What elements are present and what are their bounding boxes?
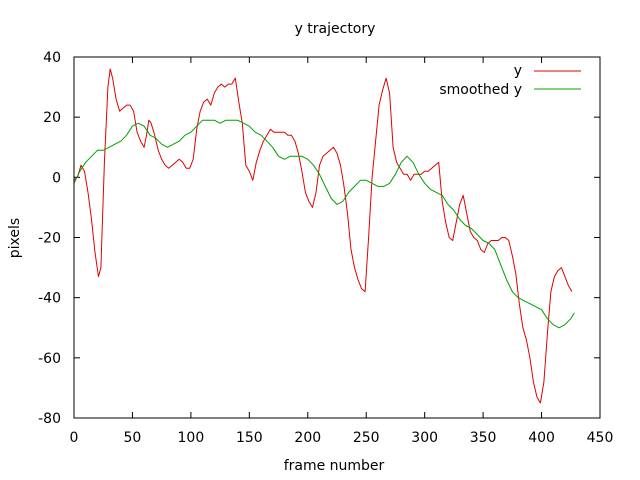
y-tick-label: 0 [52, 170, 61, 186]
x-tick-label: 200 [294, 430, 321, 446]
series-line-y [73, 68, 573, 404]
x-tick-label: 100 [178, 430, 205, 446]
x-tick-label: 150 [236, 430, 263, 446]
legend-label-smoothed-y: smoothed y [439, 82, 522, 98]
plot-frame [73, 56, 601, 419]
x-tick-label: 450 [587, 430, 614, 446]
x-tick-label: 250 [353, 430, 380, 446]
x-axis-label: frame number [284, 458, 385, 474]
legend-label-y: y [514, 63, 522, 79]
y-axis-label: pixels [7, 218, 23, 258]
y-tick-label: 40 [43, 50, 61, 66]
y-tick-label: -40 [38, 291, 61, 307]
y-tick-label: -60 [38, 351, 61, 367]
x-tick-label: 400 [528, 430, 555, 446]
x-tick-label: 0 [70, 430, 79, 446]
x-tick-label: 350 [470, 430, 497, 446]
chart-title: y trajectory [295, 21, 376, 37]
x-tick-label: 50 [124, 430, 142, 446]
y-tick-label: -80 [38, 411, 61, 427]
legend: y smoothed y [439, 63, 581, 98]
x-tick-label: 300 [411, 430, 438, 446]
series-line-smoothed-y [73, 119, 575, 329]
y-tick-label: 20 [43, 110, 61, 126]
y-tick-label: -20 [38, 231, 61, 247]
